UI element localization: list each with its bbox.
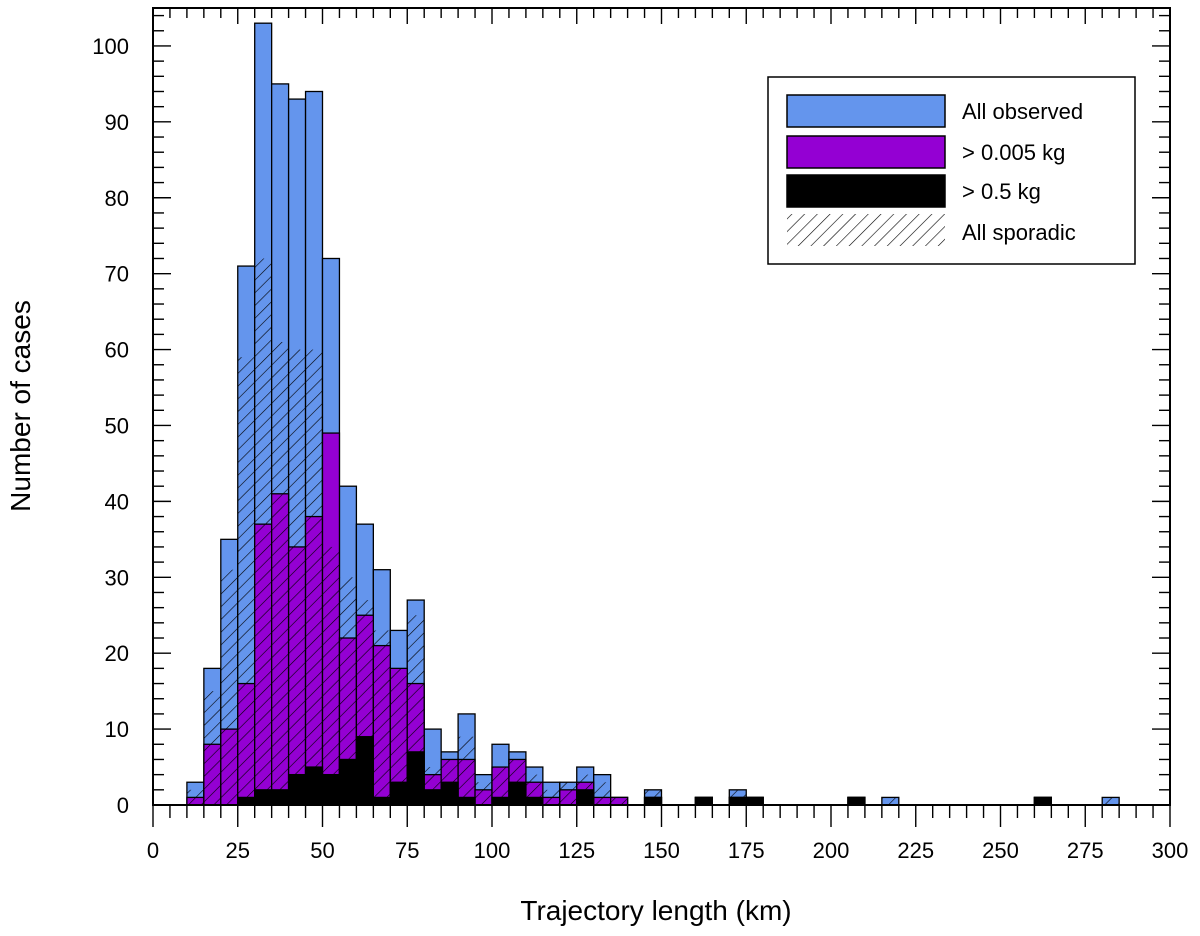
legend-swatch-mass-05 (786, 174, 946, 208)
x-tick-label: 250 (982, 838, 1019, 863)
all-sporadic-bar (220, 569, 238, 805)
all-sporadic-bar (203, 691, 221, 805)
y-axis-title: Number of cases (5, 300, 36, 512)
all-sporadic-bar (542, 789, 560, 805)
legend-label-mass-0005: > 0.005 kg (962, 140, 1065, 165)
all-sporadic-bar (746, 797, 764, 805)
x-tick-label: 300 (1152, 838, 1189, 863)
x-tick-label: 0 (147, 838, 159, 863)
axes-layer: 0 25 50 75 100 125 150 175 200 225 250 275 300 0 10 20 3… (92, 7, 1189, 863)
x-tick-label: 200 (813, 838, 850, 863)
all-sporadic-bar (271, 341, 289, 805)
all-sporadic-bar (610, 797, 628, 805)
all-sporadic-bar (407, 615, 425, 805)
all-sporadic-bar (186, 789, 204, 805)
all-sporadic-bar (1102, 797, 1120, 805)
y-tick-label: 100 (92, 34, 129, 59)
legend-label-all-observed: All observed (962, 99, 1083, 124)
all-sporadic-bar (559, 782, 577, 805)
all-sporadic-bar (424, 767, 442, 805)
x-tick-label: 125 (558, 838, 595, 863)
legend-label-mass-05: > 0.5 kg (962, 179, 1041, 204)
all-sporadic-bar (305, 349, 323, 805)
all-sporadic-bar (508, 759, 526, 805)
all-sporadic-bar (1034, 797, 1052, 805)
bars-layer (186, 22, 1120, 806)
legend-swatch-all-observed (786, 94, 946, 128)
x-tick-label: 50 (310, 838, 334, 863)
x-tick-label: 225 (897, 838, 934, 863)
all-sporadic-bar (847, 797, 865, 805)
all-sporadic-bar (322, 546, 340, 805)
all-sporadic-bar (492, 767, 509, 805)
all-sporadic-bar (356, 600, 374, 805)
legend: All observed > 0.005 kg > 0.5 kg All spo… (767, 76, 1136, 265)
all-sporadic-bar (729, 789, 747, 805)
legend-swatch-all-sporadic (787, 214, 945, 246)
x-tick-label: 275 (1067, 838, 1104, 863)
all-sporadic-bar (339, 577, 357, 805)
legend-swatch-mass-0005 (786, 135, 946, 169)
y-tick-label: 30 (105, 565, 129, 590)
y-tick-label: 70 (105, 262, 129, 287)
y-tick-label: 10 (105, 717, 129, 742)
y-tick-label: 40 (105, 489, 129, 514)
all-sporadic-bar (695, 797, 713, 805)
x-tick-label: 175 (728, 838, 765, 863)
all-sporadic-bar (458, 736, 476, 805)
all-sporadic-bar (373, 630, 391, 805)
x-tick-label: 100 (474, 838, 511, 863)
all-sporadic-bar (390, 668, 408, 805)
x-tick-label: 75 (395, 838, 419, 863)
all-sporadic-bar (593, 782, 611, 805)
all-sporadic-bar (441, 759, 459, 805)
legend-label-all-sporadic: All sporadic (962, 220, 1076, 245)
y-tick-label: 0 (117, 793, 129, 818)
y-tick-label: 80 (105, 186, 129, 211)
x-tick-label: 150 (643, 838, 680, 863)
x-axis-title: Trajectory length (km) (520, 895, 791, 926)
all-sporadic-bar (237, 357, 255, 805)
y-tick-label: 90 (105, 110, 129, 135)
all-sporadic-bar (475, 782, 492, 805)
all-sporadic-bar (881, 797, 899, 805)
x-tick-label: 25 (226, 838, 250, 863)
all-sporadic-bar (576, 774, 594, 805)
y-tick-label: 20 (105, 641, 129, 666)
all-sporadic-bar (288, 349, 306, 805)
y-tick-label: 50 (105, 413, 129, 438)
y-tick-label: 60 (105, 338, 129, 363)
all-sporadic-bar (254, 258, 272, 805)
all-sporadic-bar (644, 789, 662, 805)
all-sporadic-bar (525, 774, 543, 805)
